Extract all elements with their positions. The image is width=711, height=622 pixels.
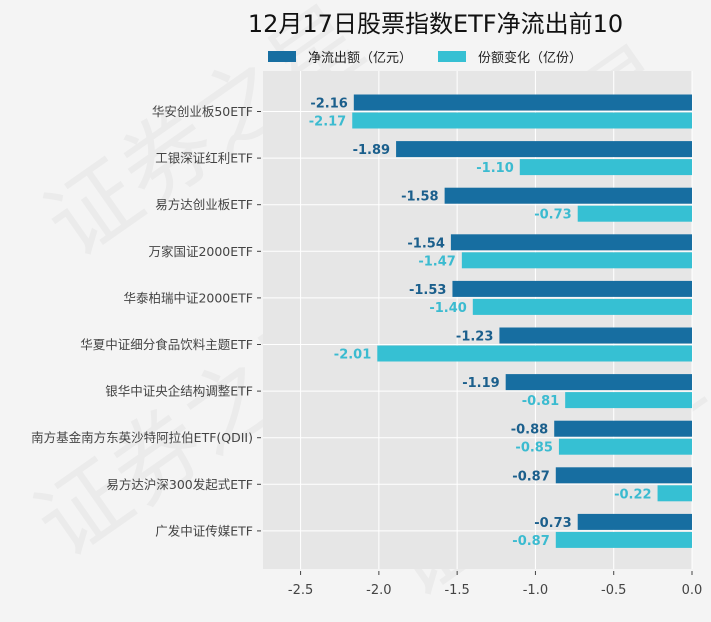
category-label: 银华中证央企结构调整ETF [105,384,253,399]
bar-share-change [555,531,692,548]
bar-share-change [461,252,692,269]
chart-title: 12月17日股票指数ETF净流出前10 [247,10,624,38]
bar-net-outflow [555,467,692,484]
legend-item-share-change: 份额变化（亿份） [438,47,583,66]
data-label: -1.54 [407,236,444,251]
data-label: -0.88 [511,423,548,438]
data-label: -1.47 [418,254,455,269]
category-label: 广发中证传媒ETF [155,523,253,538]
data-label: -0.22 [614,487,651,502]
data-label: -2.01 [334,348,371,363]
x-tick-label: -1.0 [523,583,548,598]
x-tick-label: -0.5 [601,583,626,598]
x-tick-label: -2.5 [288,583,313,598]
bar-share-change [519,159,692,176]
category-label: 万家国证2000ETF [148,244,253,259]
data-label: -1.10 [476,161,513,176]
data-label: -1.19 [462,376,499,391]
legend-label: 份额变化（亿份） [478,50,583,66]
data-label: -0.87 [512,534,549,549]
category-label: 华夏中证细分食品饮料主题ETF [80,337,253,352]
bar-net-outflow [450,234,692,251]
bar-share-change [472,298,692,315]
data-label: -1.58 [401,190,438,205]
category-label: 易方达沪深300发起式ETF [106,477,253,492]
bar-net-outflow [505,374,692,391]
bar-net-outflow [577,513,692,530]
category-label: 易方达创业板ETF [155,197,253,212]
data-label: -2.16 [310,97,347,112]
bar-share-change [577,205,692,222]
data-label: -0.81 [522,394,559,409]
category-label: 南方基金南方东英沙特阿拉伯ETF(QDII) [31,430,253,445]
bar-net-outflow [444,187,692,204]
data-label: -0.73 [534,208,571,223]
data-label: -1.53 [409,283,446,298]
data-label: -1.40 [429,301,466,316]
category-label: 工银深证红利ETF [155,151,253,166]
data-label: -0.85 [515,441,552,456]
data-label: -1.89 [353,143,390,158]
category-label: 华安创业板50ETF [152,104,253,119]
data-label: -2.17 [309,115,346,130]
bar-share-change [377,345,692,362]
bar-net-outflow [353,94,692,111]
category-label: 华泰柏瑞中证2000ETF [123,290,253,305]
bar-share-change [352,112,692,129]
x-tick-label: -1.5 [444,583,469,598]
bar-net-outflow [396,141,692,158]
data-label: -0.73 [534,516,571,531]
bar-net-outflow [554,420,692,437]
bar-share-change [657,485,692,502]
bar-share-change [565,392,692,409]
legend-item-net-outflow: 净流出额（亿元） [268,47,413,66]
x-tick-label: -2.0 [366,583,391,598]
data-label: -1.23 [456,330,493,345]
bar-chart: -2.16 -2.17 -1.89 -1.10 -1.58 -0.73 -1.54 -1.47… [31,71,703,598]
bar-share-change [558,438,692,455]
bar-net-outflow [452,280,692,297]
legend-swatch [438,50,466,62]
legend-swatch [268,50,296,62]
bar-net-outflow [499,327,692,344]
legend-label: 净流出额（亿元） [308,50,413,66]
data-label: -0.87 [512,469,549,484]
x-tick-label: 0.0 [682,583,703,598]
